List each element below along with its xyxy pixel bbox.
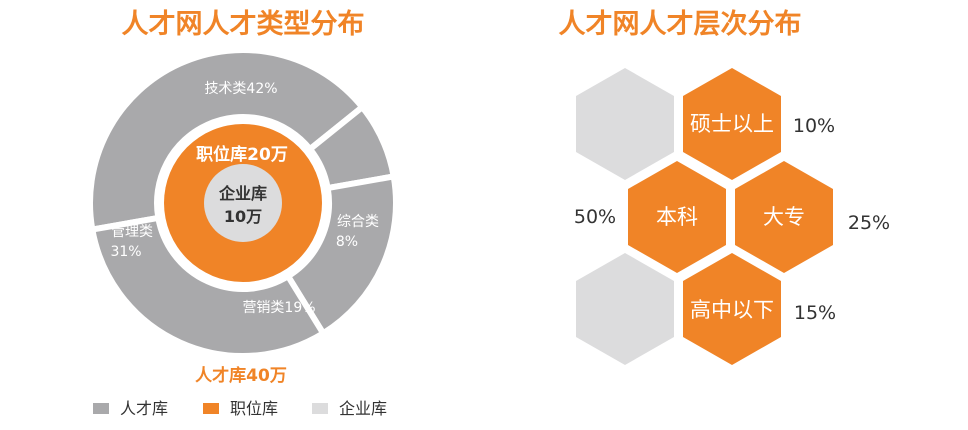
pct-bachelor: 50% [574, 206, 616, 228]
legend-label-talent: 人才库 [120, 399, 168, 418]
legend-swatch-talent [93, 403, 109, 414]
donut-slice-tech [87, 47, 367, 234]
hex-label-bachelor: 本科 [656, 205, 698, 229]
left-chart-title: 人才网人才类型分布 [122, 9, 365, 40]
legend-label-enterprise: 企业库 [339, 399, 387, 418]
legend-swatch-job [203, 403, 219, 414]
pct-masters-plus: 10% [793, 115, 835, 137]
hex-label-masters-plus: 硕士以上 [690, 112, 774, 136]
legend-swatch-enterprise [312, 403, 328, 414]
slice-label-general-value: 8% [336, 234, 358, 250]
talent-pool-label: 人才库40万 [195, 365, 287, 386]
hex-high-school [683, 253, 781, 365]
enterprise-pool-label: 企业库 [218, 184, 267, 203]
hex-masters-plus [683, 68, 781, 180]
slice-label-management-value: 31% [110, 244, 141, 260]
hex-bachelor [628, 161, 726, 273]
slice-label-marketing: 营销类19% [242, 300, 315, 316]
slice-label-tech: 技术类42% [204, 81, 277, 97]
enterprise-pool-value: 10万 [224, 207, 262, 226]
hex-college [735, 161, 833, 273]
legend-label-job: 职位库 [230, 399, 278, 418]
right-chart-title: 人才网人才层次分布 [559, 9, 802, 40]
slice-label-general-name: 综合类 [337, 214, 379, 230]
talent-type-donut [87, 47, 399, 359]
pct-high-school: 15% [794, 302, 836, 324]
hex-label-high-school: 高中以下 [690, 298, 774, 322]
slice-label-management-name: 管理类 [111, 224, 153, 240]
donut-slice-management [88, 214, 328, 359]
hex-label-college: 大专 [763, 205, 805, 229]
enterprise-pool-core [204, 164, 282, 242]
job-pool-label: 职位库20万 [196, 144, 288, 165]
hex-placeholder-bottom [576, 253, 674, 365]
hex-placeholder-top [576, 68, 674, 180]
pct-college: 25% [848, 212, 890, 234]
